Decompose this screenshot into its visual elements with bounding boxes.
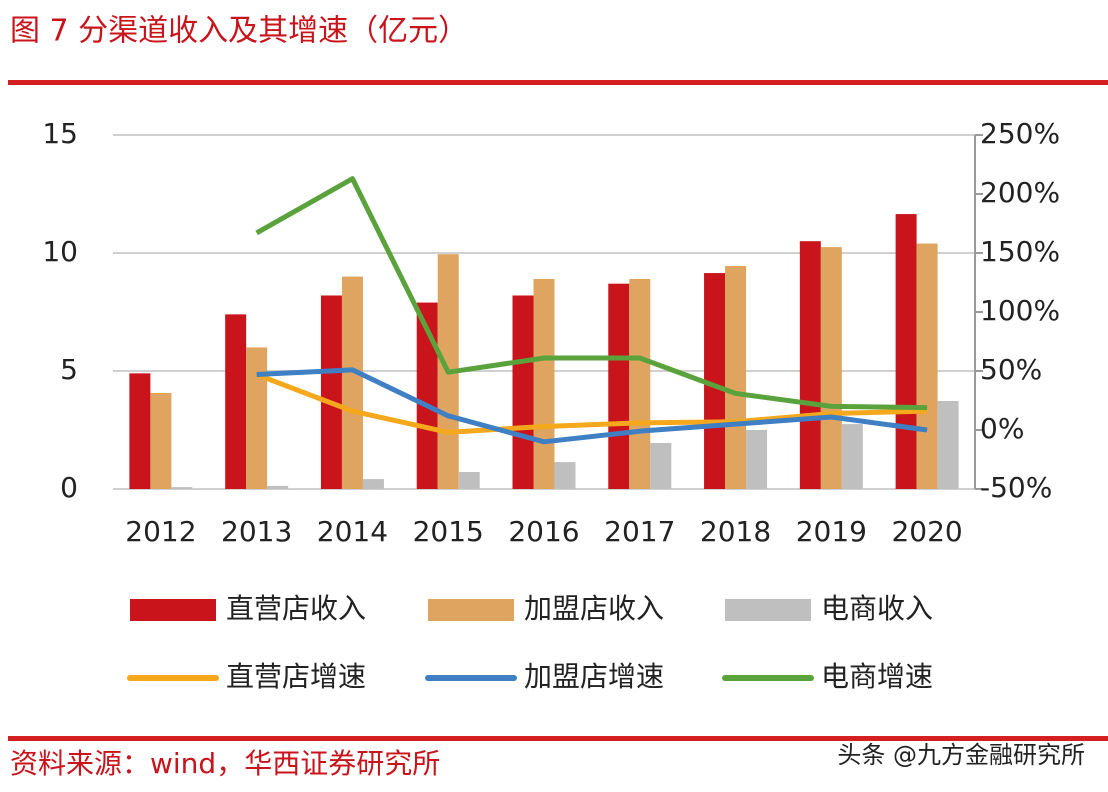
- x-tick-label: 2019: [796, 515, 867, 548]
- bar: [512, 295, 534, 489]
- y2-tick-label: -50%: [980, 471, 1052, 504]
- legend-label: 直营店收入: [226, 592, 366, 625]
- title: 图 7 分渠道收入及其增速（亿元）: [10, 14, 468, 49]
- bar: [320, 295, 342, 489]
- legend-label: 加盟店增速: [524, 660, 664, 693]
- bar: [267, 485, 289, 489]
- legend-label: 电商增速: [821, 660, 933, 693]
- x-tick-label: 2013: [221, 515, 292, 548]
- bar: [937, 400, 959, 489]
- x-tick-label: 2012: [125, 515, 196, 548]
- x-tick-label: 2018: [700, 515, 771, 548]
- x-tick-label: 2015: [413, 515, 484, 548]
- bar: [650, 442, 672, 489]
- bar: [841, 424, 863, 489]
- legend-label: 直营店增速: [226, 660, 366, 693]
- bar: [746, 430, 768, 489]
- line: [255, 176, 928, 411]
- bar: [799, 241, 821, 489]
- bar: [341, 276, 363, 489]
- bar: [150, 392, 172, 489]
- top-rule: [8, 80, 1108, 85]
- bar: [554, 462, 576, 489]
- y-tick-label: 10: [42, 235, 78, 268]
- bar: [362, 479, 384, 489]
- line: [255, 372, 928, 435]
- bar: [704, 273, 726, 489]
- y2-tick-label: 250%: [980, 117, 1060, 150]
- bar: [458, 472, 480, 489]
- legend-swatch: [725, 599, 811, 621]
- x-tick-label: 2016: [508, 515, 579, 548]
- plot: 0 5 10 15 -50% 0% 50% 100% 150% 200% 250% 2012 2013 2…: [42, 117, 1060, 693]
- bar: [725, 265, 747, 489]
- x-tick-label: 2014: [317, 515, 388, 548]
- y-tick-label: 15: [42, 117, 78, 150]
- watermark: 头条 @九方金融研究所: [837, 741, 1085, 769]
- legend-label: 加盟店收入: [524, 592, 664, 625]
- y-tick-label: 5: [60, 353, 78, 386]
- legend-swatch: [130, 599, 216, 621]
- bar: [608, 283, 630, 489]
- bar: [416, 302, 438, 489]
- bar: [246, 347, 268, 489]
- bar: [533, 278, 555, 489]
- bar: [916, 243, 938, 489]
- bar: [129, 373, 151, 489]
- y2-tick-label: 100%: [980, 294, 1060, 327]
- y2-tick-label: 50%: [980, 353, 1042, 386]
- bar: [171, 487, 193, 489]
- bar: [225, 314, 247, 489]
- y2-tick-label: 150%: [980, 235, 1060, 268]
- legend-swatch: [428, 599, 514, 621]
- bottom-rule: [8, 736, 1108, 741]
- source: 资料来源：wind，华西证券研究所: [10, 747, 440, 780]
- y-tick-label: 0: [60, 471, 78, 504]
- y2-tick-label: 0%: [980, 412, 1024, 445]
- legend-label: 电商收入: [821, 592, 933, 625]
- bar: [629, 278, 651, 489]
- x-tick-label: 2020: [891, 515, 962, 548]
- x-tick-label: 2017: [604, 515, 675, 548]
- line: [256, 367, 928, 445]
- bar: [820, 247, 842, 489]
- bar: [895, 214, 917, 489]
- y2-tick-label: 200%: [980, 176, 1060, 209]
